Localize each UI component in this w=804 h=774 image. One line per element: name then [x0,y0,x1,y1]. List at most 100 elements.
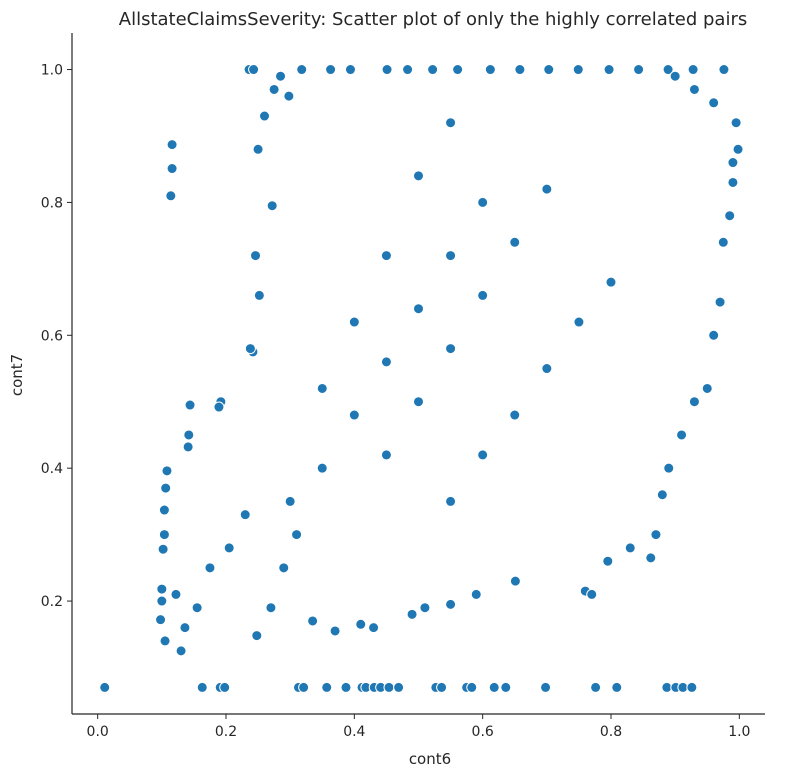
data-point [191,602,203,614]
data-point [406,608,418,620]
data-point [155,614,167,626]
data-point [321,681,333,693]
data-point [633,64,645,76]
y-tick-label: 0.8 [41,195,63,211]
data-point [348,409,360,421]
data-point [727,176,739,188]
data-point [329,625,341,637]
data-point [701,382,713,394]
data-point [99,681,111,693]
data-point [166,139,178,151]
data-point [204,562,216,574]
data-point [477,196,489,208]
data-point [419,602,431,614]
chart-title: AllstateClaimsSeverity: Scatter plot of … [119,9,748,30]
data-point [708,97,720,109]
data-point [540,681,552,693]
data-point [244,343,256,355]
x-tick-label: 0.0 [87,724,109,740]
data-point [727,157,739,169]
data-point [603,64,615,76]
data-point [541,363,553,375]
data-point [602,555,614,567]
data-point [393,681,405,693]
data-point [718,64,730,76]
data-point [413,170,424,182]
data-point [669,70,681,82]
data-point [251,630,263,642]
data-point [253,289,265,301]
data-point [445,598,457,610]
y-tick-label: 1.0 [41,63,63,79]
y-tick-label: 0.6 [41,328,63,344]
data-point [413,303,424,315]
data-point [156,595,168,607]
data-point [452,64,464,76]
data-point [688,83,700,95]
data-point [325,64,337,76]
data-point [445,117,457,129]
data-point [541,183,553,195]
points-layer [99,64,744,693]
data-point [662,64,674,76]
data-point [708,329,720,341]
y-tick-label: 0.2 [41,594,63,610]
data-point [265,602,277,614]
data-point [296,64,308,76]
data-point [348,316,360,328]
data-point [732,143,744,155]
data-point [252,143,264,155]
data-point [213,401,225,413]
data-point [488,681,500,693]
data-point [179,622,191,634]
data-point [543,64,555,76]
data-point [514,64,526,76]
data-point [355,618,367,630]
x-tick-label: 0.8 [600,724,622,740]
data-point [650,529,662,541]
data-point [161,465,173,477]
data-point [158,504,170,516]
data-point [663,462,675,474]
data-point [298,681,310,693]
data-point [158,529,170,541]
data-point [611,681,623,693]
data-point [645,552,657,564]
data-point [159,635,171,647]
data-point [340,681,352,693]
data-point [223,542,235,554]
data-point [445,250,457,262]
data-point [717,236,729,248]
data-point [160,482,172,494]
data-point [477,449,489,461]
data-point [284,495,296,507]
data-point [383,681,395,693]
x-tick-label: 0.4 [343,724,365,740]
data-point [686,681,698,693]
y-ticks: 0.2 0.4 0.6 0.8 1.0 [41,63,72,610]
data-point [268,83,280,95]
data-point [484,64,496,76]
data-point [170,588,182,600]
data-point [380,250,392,262]
data-point [730,117,742,129]
data-point [344,64,356,76]
data-point [586,588,598,600]
data-point [413,396,424,408]
data-point [239,509,251,521]
data-point [509,236,521,248]
data-point [368,622,380,634]
data-point [402,64,414,76]
data-point [572,64,584,76]
x-tick-label: 1.0 [728,724,750,740]
data-point [307,615,319,627]
data-point [477,289,489,301]
data-point [316,462,328,474]
x-ticks: 0.0 0.2 0.4 0.6 0.8 1.0 [87,714,750,740]
data-point [266,200,278,212]
data-point [175,645,187,657]
data-point [380,356,392,368]
data-point [590,681,602,693]
data-point [445,343,457,355]
data-point [278,562,290,574]
